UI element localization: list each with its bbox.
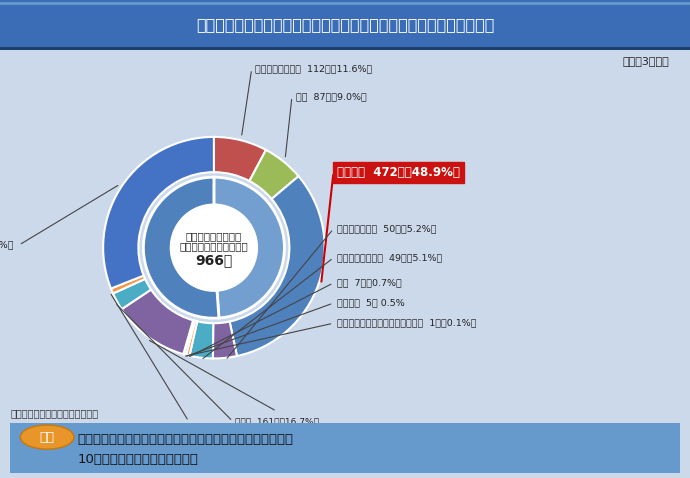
Text: （放火自殺者等を除く）: （放火自殺者等を除く） [179, 241, 248, 251]
Circle shape [171, 205, 257, 291]
Text: 10年を目安に交換しましょう。: 10年を目安に交換しましょう。 [77, 453, 198, 466]
Text: 延焼拡大が早く  50人（5.2%）: 延焼拡大が早く 50人（5.2%） [337, 224, 437, 233]
Text: 狼狽して  5人 0.5%: 狼狽して 5人 0.5% [337, 299, 405, 307]
Wedge shape [213, 322, 237, 358]
Text: 着衣着火  37人（3.8%）: 着衣着火 37人（3.8%） [194, 428, 272, 437]
Text: 逃げ遅れを防ぐために住宅用火災警報器を定期的に点検し、: 逃げ遅れを防ぐために住宅用火災警報器を定期的に点検し、 [77, 433, 293, 446]
Wedge shape [249, 150, 299, 199]
Wedge shape [214, 137, 266, 181]
Wedge shape [184, 320, 193, 354]
Wedge shape [190, 321, 213, 358]
Text: 966人: 966人 [195, 253, 233, 267]
Wedge shape [121, 290, 193, 354]
Wedge shape [103, 137, 214, 289]
Text: 住宅火災の死に至った経過別死者発生状況（放火自殺者等を除く。）: 住宅火災の死に至った経過別死者発生状況（放火自殺者等を除く。） [196, 18, 494, 33]
Text: 〔備考〕「火災報告」により作成: 〔備考〕「火災報告」により作成 [10, 408, 99, 418]
Text: 泥酔  7人（0.7%）: 泥酔 7人（0.7%） [337, 278, 402, 287]
Text: 住宅火災による死者: 住宅火災による死者 [186, 231, 242, 241]
Text: その他  446人（46.2%）: その他 446人（46.2%） [0, 240, 14, 250]
Wedge shape [144, 177, 219, 318]
Text: 出火後再進入  11人（1.1%）: 出火後再進入 11人（1.1%） [144, 428, 233, 437]
Text: 逃げ遅れ  472人（48.9%）: 逃げ遅れ 472人（48.9%） [337, 166, 460, 179]
FancyBboxPatch shape [0, 0, 690, 50]
Text: （令和3年中）: （令和3年中） [622, 56, 669, 66]
Ellipse shape [21, 425, 74, 449]
Wedge shape [113, 279, 151, 309]
Text: 持ち出し品・服装に気をとられて  1人（0.1%）: 持ち出し品・服装に気をとられて 1人（0.1%） [337, 319, 477, 328]
Text: 消火しようとして  49人（5.1%）: 消火しようとして 49人（5.1%） [337, 253, 442, 262]
Wedge shape [186, 321, 197, 356]
Text: 熟睡  87人（9.0%）: 熟睡 87人（9.0%） [296, 92, 366, 101]
Wedge shape [214, 177, 284, 318]
Wedge shape [111, 275, 145, 293]
Wedge shape [230, 176, 325, 356]
Text: 対策: 対策 [39, 431, 55, 444]
Wedge shape [184, 320, 195, 355]
Text: 病気・身体不自由  112人（11.6%）: 病気・身体不自由 112人（11.6%） [255, 65, 373, 74]
FancyBboxPatch shape [0, 422, 690, 474]
Text: その他  161人（16.7%）: その他 161人（16.7%） [235, 418, 319, 426]
